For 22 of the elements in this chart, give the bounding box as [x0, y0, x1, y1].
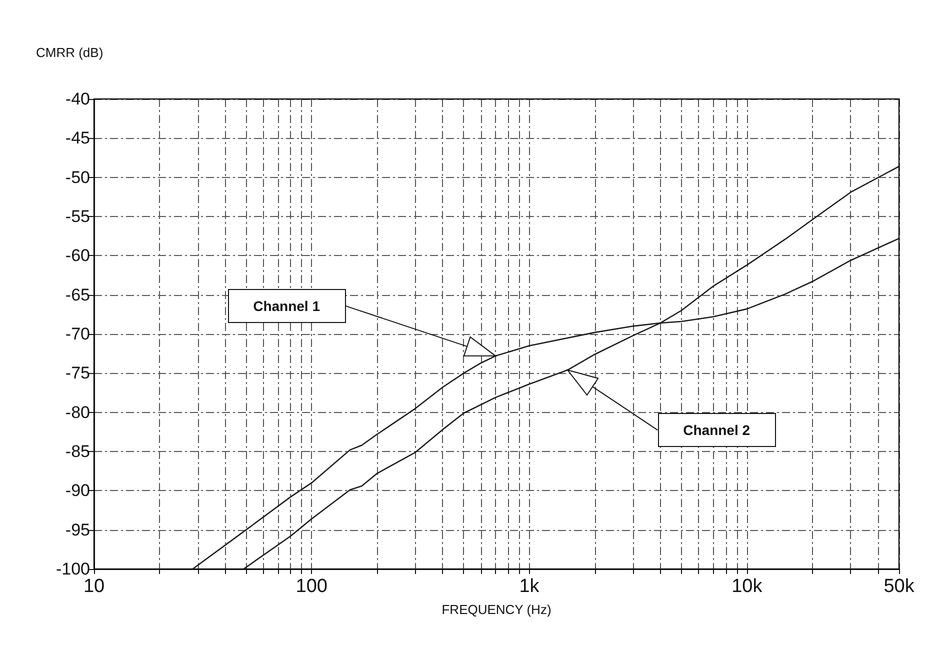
y-tick-label: -45 [65, 128, 90, 148]
x-tick-label: 50k [884, 576, 915, 597]
y-tick-label: -100 [56, 560, 90, 578]
y-tick-label: -55 [65, 207, 90, 226]
text: Channel 2 [683, 422, 750, 438]
y-tick-label: -80 [65, 402, 90, 422]
x-tick-label: 10k [732, 576, 763, 597]
x-tick-label: 1k [519, 576, 540, 597]
y-tick-label: -40 [65, 90, 90, 108]
y-axis-title: CMRR (dB) [36, 45, 104, 60]
y-tick-label: -75 [65, 364, 90, 383]
x-axis-title: FREQUENCY (Hz) [442, 602, 552, 617]
y-tick-label: -65 [65, 285, 90, 304]
y-tick-label: -70 [65, 324, 90, 344]
x-tick-label: 10 [83, 576, 105, 597]
y-tick-label: -50 [65, 168, 90, 187]
x-tick-label: 100 [296, 576, 328, 597]
y-tick-label: -90 [65, 481, 90, 500]
y-tick-label: -95 [65, 520, 90, 540]
text: Channel 1 [253, 298, 320, 314]
y-tick-label: -85 [65, 442, 90, 461]
y-tick-label: -60 [65, 246, 90, 266]
